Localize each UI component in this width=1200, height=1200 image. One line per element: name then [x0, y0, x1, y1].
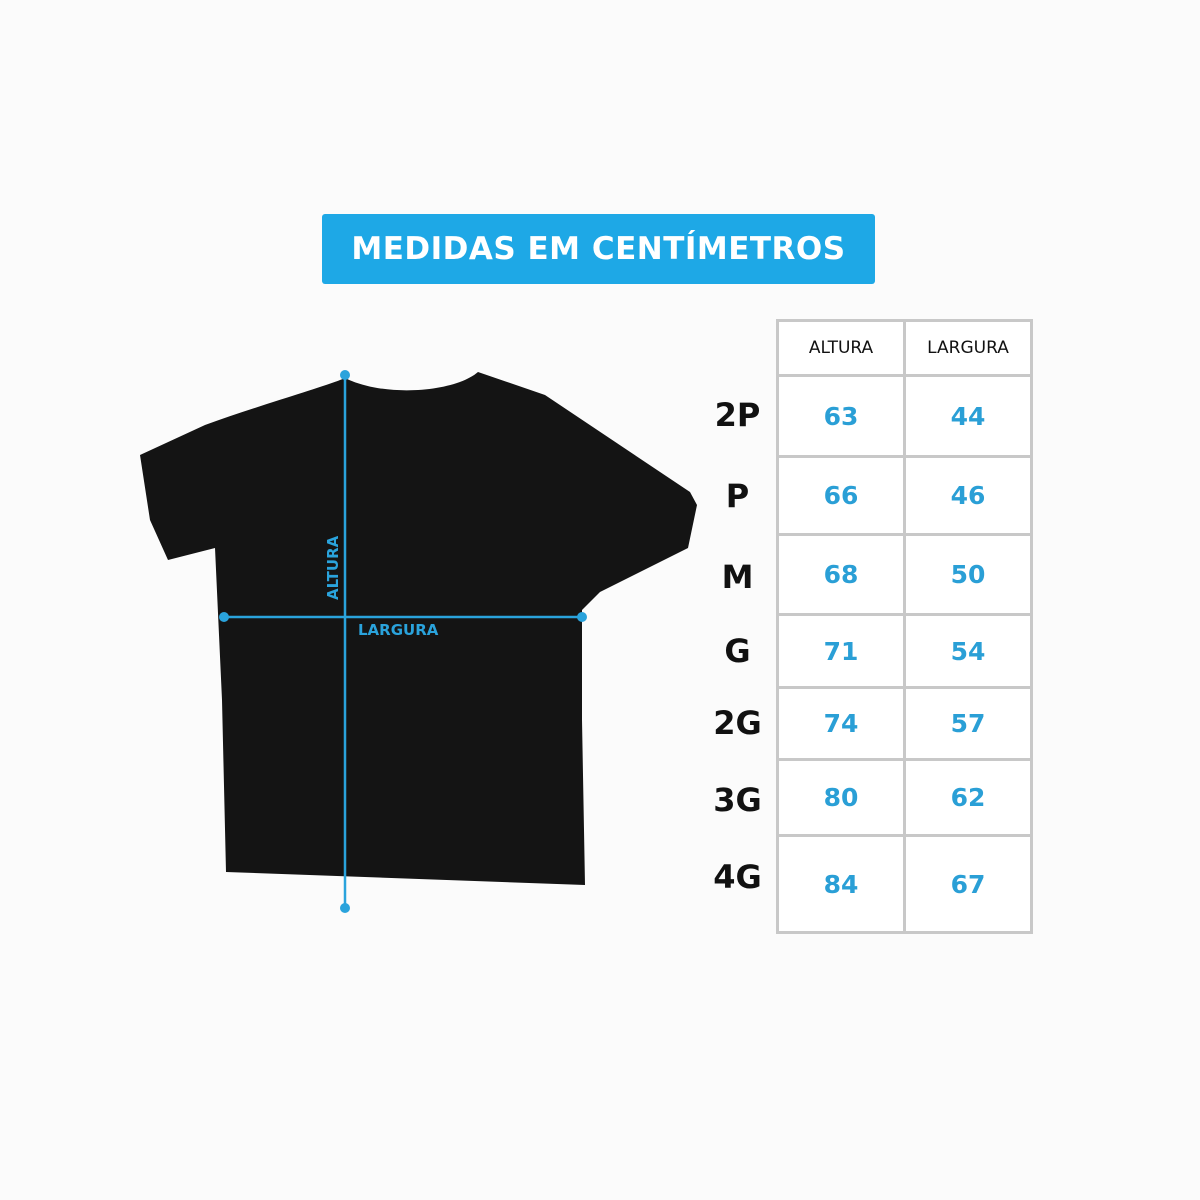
width-endpoint-left: [219, 612, 229, 622]
largura-cell: 46: [903, 455, 1033, 536]
table-row: 66 46: [776, 455, 1033, 536]
altura-cell: 66: [776, 455, 906, 536]
altura-cell: 68: [776, 533, 906, 616]
tshirt-image: [140, 372, 697, 885]
largura-cell: 44: [903, 374, 1033, 458]
size-label: P: [725, 477, 750, 515]
table-row: 74 57: [776, 686, 1033, 761]
largura-cell: 50: [903, 533, 1033, 616]
size-label: 2P: [714, 396, 761, 434]
altura-cell: 80: [776, 758, 906, 837]
table-row: 71 54: [776, 613, 1033, 689]
table-header-row: ALTURA LARGURA: [776, 319, 1033, 377]
width-label: LARGURA: [358, 621, 439, 639]
table-row: 63 44: [776, 374, 1033, 458]
width-endpoint-right: [577, 612, 587, 622]
table-row: 84 67: [776, 834, 1033, 934]
largura-cell: 54: [903, 613, 1033, 689]
table-row: 80 62: [776, 758, 1033, 837]
altura-cell: 63: [776, 374, 906, 458]
height-endpoint-bottom: [340, 903, 350, 913]
size-label: 4G: [713, 858, 762, 896]
header-altura: ALTURA: [776, 319, 906, 377]
largura-cell: 57: [903, 686, 1033, 761]
altura-cell: 71: [776, 613, 906, 689]
size-label: 2G: [713, 704, 762, 742]
size-label: 3G: [713, 781, 762, 819]
title-banner: MEDIDAS EM CENTÍMETROS: [322, 214, 875, 284]
largura-cell: 67: [903, 834, 1033, 934]
size-label: G: [724, 632, 751, 670]
altura-cell: 74: [776, 686, 906, 761]
header-largura: LARGURA: [903, 319, 1033, 377]
largura-cell: 62: [903, 758, 1033, 837]
size-label: M: [721, 558, 754, 596]
table-row: 68 50: [776, 533, 1033, 616]
height-endpoint-top: [340, 370, 350, 380]
height-label: ALTURA: [324, 535, 342, 600]
altura-cell: 84: [776, 834, 906, 934]
size-table: ALTURA LARGURA 63 44 66 46 68 50 71 54 74 57 …: [776, 319, 1033, 934]
